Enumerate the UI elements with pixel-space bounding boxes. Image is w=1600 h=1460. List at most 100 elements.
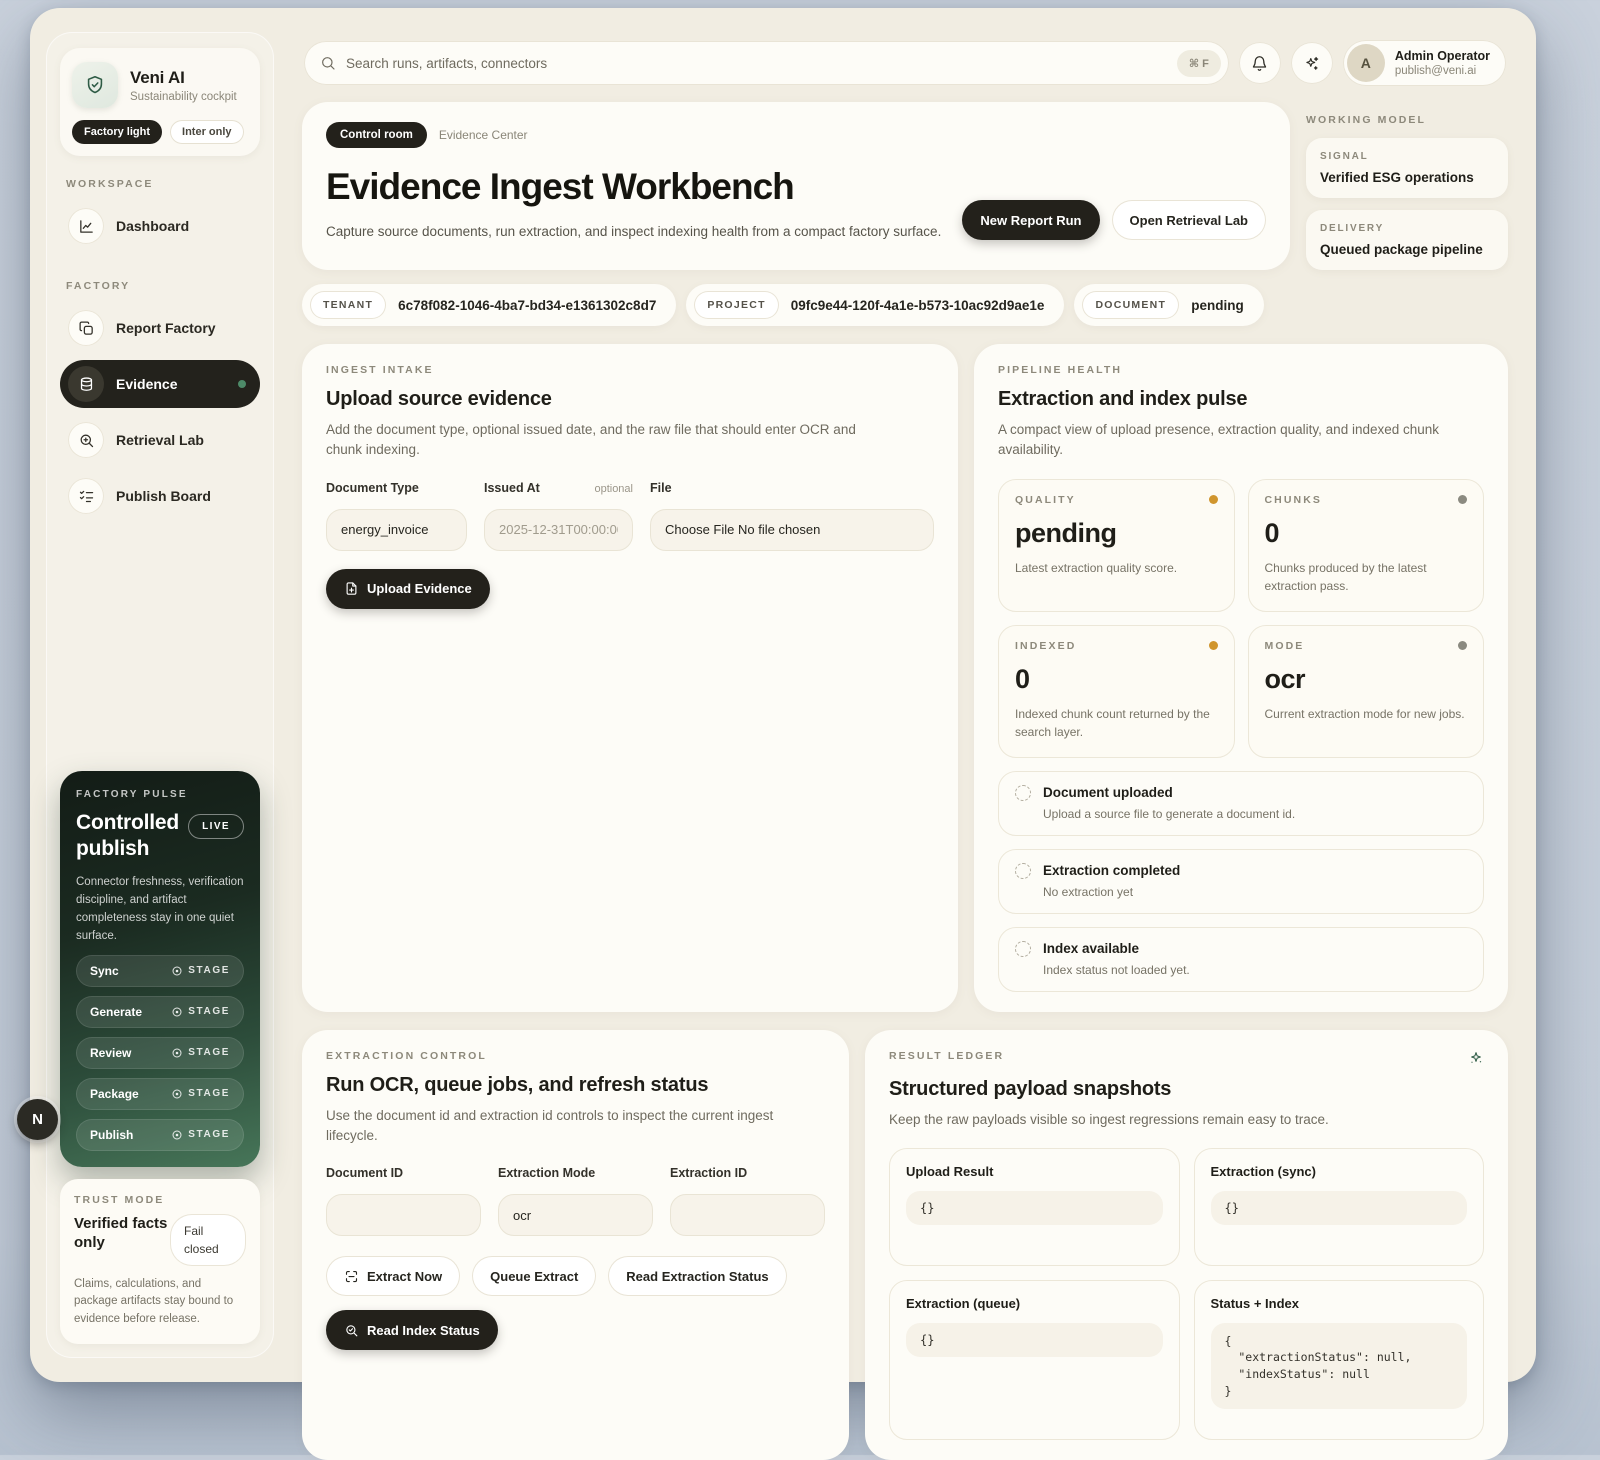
step-extraction-completed: Extraction completed No extraction yet bbox=[998, 848, 1484, 914]
factory-pulse-card: FACTORY PULSE Controlled publish LIVE Co… bbox=[60, 770, 260, 1167]
search-bar[interactable]: ⌘ F bbox=[304, 41, 1229, 85]
status-index-panel: Status + Index { "extractionStatus": nul… bbox=[1193, 1279, 1484, 1440]
stat-label: QUALITY bbox=[1015, 493, 1076, 506]
hero-card: Control room Evidence Center Evidence In… bbox=[302, 102, 1290, 270]
floating-n-badge[interactable]: N bbox=[17, 1099, 58, 1140]
extraction-queue-payload: {} bbox=[906, 1322, 1163, 1357]
status-index-payload: { "extractionStatus": null, "indexStatus… bbox=[1210, 1322, 1467, 1410]
badge-factory-light[interactable]: Factory light bbox=[72, 120, 163, 144]
sparkle-icon bbox=[1468, 1050, 1484, 1066]
brand-card: Veni AI Sustainability cockpit Factory l… bbox=[60, 48, 260, 156]
stage-tag-label: STAGE bbox=[188, 1047, 230, 1059]
stage-row-generate[interactable]: Generate STAGE bbox=[76, 995, 244, 1028]
panel-label: Status + Index bbox=[1210, 1295, 1300, 1311]
open-retrieval-lab-button[interactable]: Open Retrieval Lab bbox=[1111, 200, 1266, 240]
shield-check-icon bbox=[72, 62, 118, 108]
sidebar-item-report-factory[interactable]: Report Factory bbox=[60, 304, 260, 352]
notifications-button[interactable] bbox=[1238, 42, 1281, 84]
document-id-input[interactable] bbox=[326, 1194, 481, 1236]
new-report-run-button[interactable]: New Report Run bbox=[962, 200, 1100, 240]
extraction-id-input[interactable] bbox=[670, 1194, 825, 1236]
issued-at-input[interactable] bbox=[484, 508, 633, 551]
stat-label: CHUNKS bbox=[1264, 493, 1323, 506]
stage-label: Review bbox=[90, 1045, 132, 1060]
trust-mode-eyebrow: TRUST MODE bbox=[74, 1193, 165, 1206]
queue-extract-button[interactable]: Queue Extract bbox=[472, 1256, 597, 1296]
stage-row-package[interactable]: Package STAGE bbox=[76, 1077, 244, 1110]
document-chip: DOCUMENT pending bbox=[1074, 284, 1264, 326]
stat-quality: QUALITY pending Latest extraction qualit… bbox=[998, 478, 1235, 612]
breadcrumb: Control room Evidence Center bbox=[326, 122, 941, 148]
stage-row-sync[interactable]: Sync STAGE bbox=[76, 954, 244, 987]
ingest-intake-title: Upload source evidence bbox=[326, 388, 552, 410]
stage-label: Sync bbox=[90, 963, 119, 978]
panel-label: Extraction (queue) bbox=[906, 1295, 1021, 1311]
stat-description: Current extraction mode for new jobs. bbox=[1264, 706, 1465, 721]
user-email: publish@veni.ai bbox=[1394, 65, 1477, 77]
sidebar-item-retrieval-lab[interactable]: Retrieval Lab bbox=[60, 416, 260, 464]
badge-inter-only[interactable]: Inter only bbox=[170, 120, 244, 144]
stat-value: 0 bbox=[1264, 517, 1280, 548]
panel-label: Extraction (sync) bbox=[1210, 1163, 1316, 1179]
stage-row-review[interactable]: Review STAGE bbox=[76, 1036, 244, 1069]
document-id-label: Document ID bbox=[326, 1166, 404, 1180]
sidebar-item-evidence[interactable]: Evidence bbox=[60, 360, 260, 408]
pipeline-health-eyebrow: PIPELINE HEALTH bbox=[998, 364, 1123, 376]
step-description: Upload a source file to generate a docum… bbox=[1043, 806, 1296, 821]
panel-label: Upload Result bbox=[906, 1163, 994, 1179]
target-icon bbox=[172, 1130, 182, 1140]
active-indicator-dot bbox=[238, 380, 246, 388]
magnifier-zoom-icon bbox=[68, 422, 104, 458]
search-input[interactable] bbox=[346, 55, 1167, 71]
brand-name: Veni AI bbox=[130, 67, 185, 87]
document-chip-label: DOCUMENT bbox=[1082, 291, 1180, 319]
tenant-chip-value: 6c78f082-1046-4ba7-bd34-e1361302c8d7 bbox=[398, 297, 657, 313]
stage-label: Generate bbox=[90, 1004, 143, 1019]
pending-circle-icon bbox=[1015, 862, 1031, 879]
user-menu[interactable]: A Admin Operator publish@veni.ai bbox=[1342, 40, 1506, 86]
document-type-select[interactable] bbox=[326, 508, 467, 551]
sidebar-item-publish-board[interactable]: Publish Board bbox=[60, 472, 260, 520]
signal-label: SIGNAL bbox=[1320, 151, 1369, 162]
stage-label: Package bbox=[90, 1086, 139, 1101]
working-model-label: WORKING MODEL bbox=[1306, 114, 1427, 126]
assistant-button[interactable] bbox=[1290, 42, 1333, 84]
stat-description: Chunks produced by the latest extraction… bbox=[1264, 560, 1427, 593]
sidebar-item-dashboard[interactable]: Dashboard bbox=[60, 202, 260, 250]
stat-mode: MODE ocr Current extraction mode for new… bbox=[1247, 624, 1484, 758]
step-title: Index available bbox=[1043, 941, 1140, 956]
factory-pulse-title: Controlled publish bbox=[76, 810, 179, 861]
step-index-available: Index available Index status not loaded … bbox=[998, 926, 1484, 992]
result-ledger-title: Structured payload snapshots bbox=[889, 1077, 1172, 1100]
stage-row-publish[interactable]: Publish STAGE bbox=[76, 1118, 244, 1151]
status-dot-amber bbox=[1208, 641, 1218, 650]
read-extraction-status-button[interactable]: Read Extraction Status bbox=[608, 1256, 787, 1296]
pipeline-health-description: A compact view of upload presence, extra… bbox=[998, 422, 1440, 458]
status-dot-gray bbox=[1458, 641, 1467, 650]
project-chip-value: 09fc9e44-120f-4a1e-b573-10ac92d9ae1e bbox=[790, 297, 1045, 313]
database-icon bbox=[68, 366, 104, 402]
stat-chunks: CHUNKS 0 Chunks produced by the latest e… bbox=[1247, 478, 1484, 612]
file-input[interactable]: Choose File No file chosen bbox=[650, 508, 934, 551]
sidebar-item-label: Report Factory bbox=[116, 320, 216, 336]
project-chip-label: PROJECT bbox=[694, 291, 779, 319]
read-index-status-button[interactable]: Read Index Status bbox=[326, 1310, 498, 1350]
status-dot-amber bbox=[1208, 495, 1218, 504]
brand-subtitle: Sustainability cockpit bbox=[130, 90, 237, 103]
project-chip: PROJECT 09fc9e44-120f-4a1e-b573-10ac92d9… bbox=[686, 284, 1065, 326]
trust-mode-title: Verified facts only bbox=[74, 1214, 168, 1252]
pending-circle-icon bbox=[1015, 784, 1031, 801]
extract-now-button[interactable]: Extract Now bbox=[326, 1256, 461, 1296]
target-icon bbox=[172, 1089, 182, 1099]
extraction-mode-select[interactable] bbox=[498, 1194, 653, 1236]
target-icon bbox=[172, 966, 182, 976]
extraction-mode-label: Extraction Mode bbox=[498, 1166, 596, 1180]
working-model-panel: WORKING MODEL SIGNAL Verified ESG operat… bbox=[1306, 102, 1508, 270]
upload-evidence-button[interactable]: Upload Evidence bbox=[326, 568, 490, 609]
factory-pulse-eyebrow: FACTORY PULSE bbox=[76, 788, 188, 800]
context-chips: TENANT 6c78f082-1046-4ba7-bd34-e1361302c… bbox=[302, 284, 1508, 326]
stat-value: ocr bbox=[1264, 663, 1306, 694]
step-title: Document uploaded bbox=[1043, 785, 1173, 800]
breadcrumb-control-room[interactable]: Control room bbox=[326, 122, 427, 148]
extraction-control-eyebrow: EXTRACTION CONTROL bbox=[326, 1049, 487, 1062]
